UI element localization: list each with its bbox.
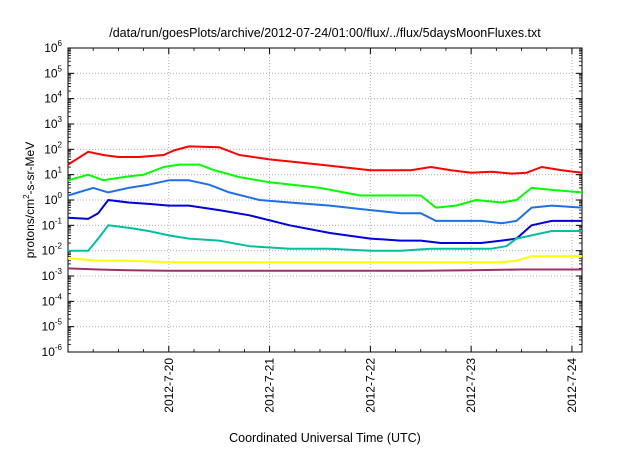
grid	[68, 48, 582, 352]
series-line-6	[67, 255, 582, 264]
y-tick-label: 102	[44, 140, 62, 156]
y-axis-tick-labels: 10-6 10-5 10-4 10-3 10-2 10-1 100 101 102 103 104 1…	[42, 39, 63, 359]
series-line-3	[67, 179, 583, 225]
chart-title: /data/run/goesPlots/archive/2012-07-24/0…	[109, 26, 541, 40]
series-line-7	[67, 267, 582, 272]
y-tick-label: 10-4	[42, 292, 63, 308]
y-tick-label: 101	[44, 166, 62, 182]
x-tick-label: 2012-7-23	[464, 358, 478, 413]
y-tick-label: 104	[44, 90, 62, 106]
series-line-2	[67, 163, 583, 209]
x-axis-tick-labels: 2012-7-20 2012-7-21 2012-7-22 2012-7-23 2012…	[162, 358, 579, 413]
y-tick-label: 10-2	[42, 242, 63, 258]
y-tick-label: 10-6	[42, 343, 63, 359]
series-line-1	[67, 145, 583, 175]
plot-frame	[67, 47, 583, 353]
x-axis-label: Coordinated Universal Time (UTC)	[229, 431, 421, 445]
y-tick-label: 10-5	[42, 318, 63, 334]
x-tick-label: 2012-7-24	[565, 358, 579, 413]
y-tick-label: 10-1	[42, 216, 63, 232]
y-tick-label: 105	[44, 64, 62, 80]
axis-ticks	[68, 47, 582, 353]
series-line-4	[67, 199, 582, 244]
y-tick-label: 100	[44, 191, 62, 207]
y-tick-label: 106	[44, 39, 62, 55]
series-line-5	[68, 224, 582, 252]
series-layer	[67, 145, 583, 272]
x-tick-label: 2012-7-21	[263, 358, 277, 413]
y-axis-label: protons/cm2-s-sr-MeV	[22, 142, 37, 258]
y-tick-label: 10-3	[42, 267, 63, 283]
x-tick-label: 2012-7-20	[162, 358, 176, 413]
y-tick-label: 103	[44, 115, 62, 131]
x-tick-label: 2012-7-22	[363, 358, 377, 413]
